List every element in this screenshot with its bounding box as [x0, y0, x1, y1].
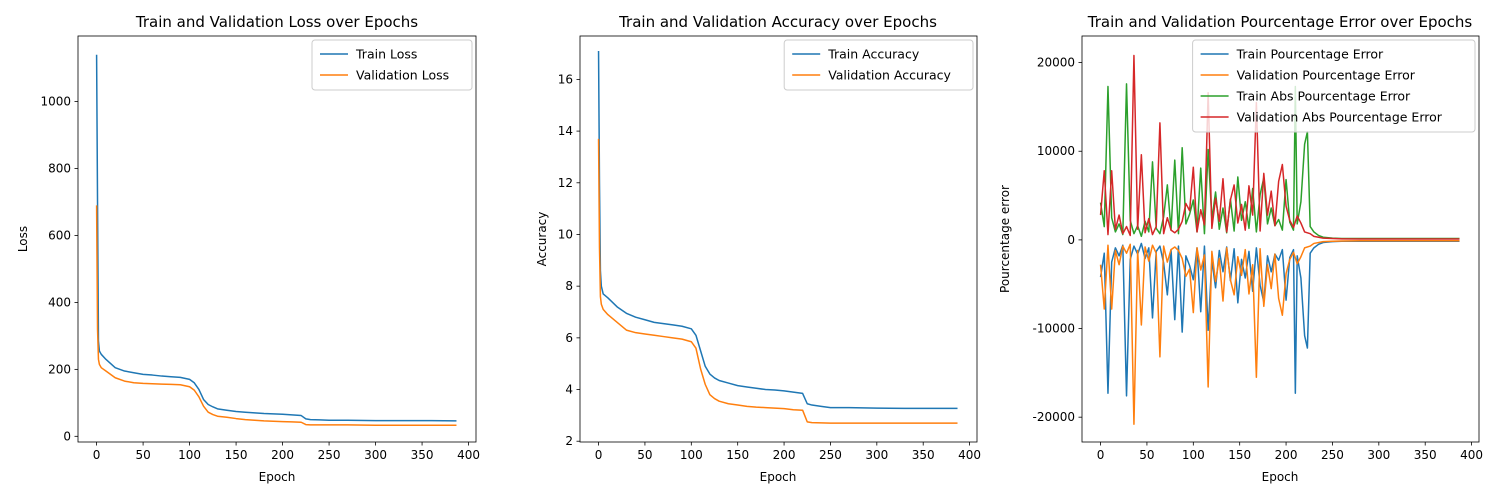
percentage-error-x-tick-label: 0	[1097, 448, 1105, 462]
percentage-error-y-tick-label: -20000	[1032, 410, 1075, 424]
percentage-error-y-tick-label: -10000	[1032, 322, 1075, 336]
percentage-error-x-tick-label: 150	[1228, 448, 1251, 462]
accuracy-legend-box	[783, 39, 974, 91]
percentage-error-x-tick-label: 200	[1275, 448, 1298, 462]
percentage-error-y-tick-label: 0	[1067, 233, 1075, 247]
percentage-error-x-tick-label: 300	[1367, 448, 1390, 462]
percentage-error-axes-frame	[1081, 35, 1480, 443]
accuracy-y-tick-label: 6	[565, 331, 573, 345]
loss-x-tick-label: 150	[225, 448, 248, 462]
loss-y-tick-label: 200	[48, 362, 71, 376]
percentage-error-legend-box	[1192, 39, 1476, 133]
accuracy-series-group	[597, 50, 958, 424]
loss-x-tick-label: 0	[93, 448, 101, 462]
loss-y-tick-label: 400	[48, 295, 71, 309]
accuracy-x-tick-label: 250	[819, 448, 842, 462]
accuracy-chart-title: Train and Validation Accuracy over Epoch…	[618, 13, 937, 31]
train-accuracy-line	[597, 50, 958, 410]
accuracy-legend: Train Accuracy Validation Accuracy	[783, 39, 974, 91]
loss-y-tick-label: 800	[48, 162, 71, 176]
loss-legend: Train Loss Validation Loss	[311, 39, 473, 91]
accuracy-y-tick-label: 10	[558, 227, 573, 241]
percentage-error-x-tick-label: 50	[1139, 448, 1154, 462]
percentage-error-x-axis-label: Epoch	[1262, 470, 1299, 484]
train-loss-line	[95, 54, 457, 422]
accuracy-x-tick-label: 300	[865, 448, 888, 462]
loss-y-tick-label: 1000	[40, 95, 71, 109]
loss-x-tick-label: 50	[135, 448, 150, 462]
validation-loss-line	[95, 205, 457, 427]
accuracy-y-axis-label: Accuracy	[535, 212, 549, 267]
loss-x-axis-label: Epoch	[259, 470, 296, 484]
accuracy-y-tick-label: 14	[558, 124, 573, 138]
validation-accuracy-legend-label: Validation Accuracy	[828, 68, 951, 83]
percentage-error-series-group	[1099, 54, 1460, 426]
loss-x-tick-label: 300	[364, 448, 387, 462]
loss-x-tick-label: 400	[457, 448, 480, 462]
loss-y-tick-label: 0	[63, 429, 71, 443]
accuracy-y-tick-label: 4	[565, 383, 573, 397]
accuracy-x-tick-label: 0	[595, 448, 603, 462]
validation-abs-pourcentage-error-legend-label: Validation Abs Pourcentage Error	[1237, 110, 1443, 125]
percentage-error-x-tick-label: 350	[1414, 448, 1437, 462]
percentage-error-panel: Train and Validation Pourcentage Error o…	[998, 13, 1483, 484]
percentage-error-x-tick-label: 400	[1460, 448, 1483, 462]
loss-panel: Train and Validation Loss over Epochs 0 5…	[16, 13, 480, 484]
accuracy-plot-area: 0 50 100 150 200 250 300 350 400 2 4 6 8 10 12 14 16 Trai…	[558, 35, 981, 462]
percentage-error-chart-title: Train and Validation Pourcentage Error o…	[1087, 13, 1473, 31]
validation-loss-legend-label: Validation Loss	[356, 68, 449, 83]
accuracy-y-tick-label: 2	[565, 434, 573, 448]
accuracy-y-tick-label: 16	[558, 72, 573, 86]
accuracy-x-tick-label: 350	[912, 448, 935, 462]
percentage-error-x-tick-label: 250	[1321, 448, 1344, 462]
loss-chart-title: Train and Validation Loss over Epochs	[135, 13, 418, 31]
train-accuracy-legend-label: Train Accuracy	[827, 47, 920, 62]
validation-accuracy-line	[597, 138, 958, 424]
train-pourcentage-error-legend-label: Train Pourcentage Error	[1236, 47, 1384, 62]
loss-series-group	[95, 54, 457, 427]
accuracy-x-tick-label: 50	[637, 448, 652, 462]
loss-x-tick-label: 350	[411, 448, 434, 462]
validation-pourcentage-error-legend-label: Validation Pourcentage Error	[1237, 68, 1416, 83]
loss-x-tick-label: 100	[178, 448, 201, 462]
loss-x-tick-label: 250	[318, 448, 341, 462]
percentage-error-x-tick-label: 100	[1182, 448, 1205, 462]
percentage-error-legend: Train Pourcentage Error Validation Pource…	[1192, 39, 1476, 133]
percentage-error-plot-area: 0 50 100 150 200 250 300 350 400 -20000 -10000 0 100…	[1032, 35, 1483, 462]
accuracy-y-tick-label: 8	[565, 279, 573, 293]
validation-abs-pourcentage-error-line	[1099, 54, 1460, 240]
train-abs-pourcentage-error-legend-label: Train Abs Pourcentage Error	[1236, 89, 1411, 104]
accuracy-x-axis-label: Epoch	[760, 470, 797, 484]
loss-x-tick-label: 200	[271, 448, 294, 462]
loss-plot-area: 0 50 100 150 200 250 300 350 400 0 200 400 600 800 100…	[40, 35, 480, 462]
accuracy-x-tick-label: 150	[726, 448, 749, 462]
validation-pourcentage-error-line	[1099, 240, 1460, 426]
loss-y-tick-label: 600	[48, 228, 71, 242]
accuracy-x-tick-label: 200	[773, 448, 796, 462]
loss-legend-box	[311, 39, 473, 91]
loss-axes-frame	[77, 35, 477, 443]
percentage-error-y-axis-label: Pourcentage error	[998, 185, 1012, 293]
accuracy-y-tick-label: 12	[558, 176, 573, 190]
accuracy-panel: Train and Validation Accuracy over Epoch…	[535, 13, 981, 484]
accuracy-axes-frame	[579, 35, 978, 443]
percentage-error-y-tick-label: 20000	[1037, 56, 1075, 70]
train-loss-legend-label: Train Loss	[355, 47, 417, 62]
accuracy-x-tick-label: 100	[680, 448, 703, 462]
loss-y-axis-label: Loss	[16, 226, 30, 252]
percentage-error-y-tick-label: 10000	[1037, 144, 1075, 158]
accuracy-x-tick-label: 400	[958, 448, 981, 462]
